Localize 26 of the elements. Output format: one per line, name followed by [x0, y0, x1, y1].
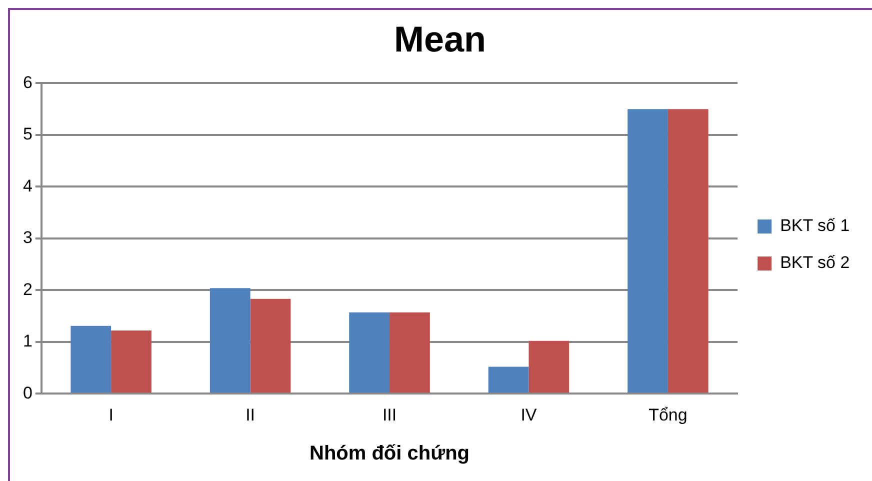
x-axis-title: Nhóm đối chứng [310, 442, 470, 465]
legend-label: BKT số 2 [780, 253, 850, 272]
y-tick-label: 0 [22, 383, 32, 402]
legend-label: BKT số 1 [780, 216, 850, 236]
x-tick-label: IV [520, 405, 538, 424]
y-tick-label: 5 [22, 124, 32, 144]
bar [668, 109, 708, 393]
y-tick-label: 1 [22, 332, 32, 351]
y-tick-label: 2 [22, 280, 32, 299]
x-tick-label: II [246, 405, 256, 424]
bar [250, 298, 291, 393]
bar [349, 312, 390, 393]
bar [111, 330, 152, 393]
bar [390, 312, 430, 393]
y-tick-label: 4 [22, 176, 32, 196]
bar [70, 326, 112, 393]
x-tick-label: Tổng [648, 405, 688, 424]
x-tick-label: I [108, 405, 114, 424]
x-tick-label: III [382, 405, 397, 424]
chart-title: Mean [394, 18, 486, 60]
y-tick-label: 3 [22, 228, 32, 248]
bar [210, 288, 250, 393]
bar [628, 109, 668, 393]
bar [488, 366, 529, 393]
y-tick-label: 6 [22, 72, 32, 92]
bar [528, 340, 570, 393]
